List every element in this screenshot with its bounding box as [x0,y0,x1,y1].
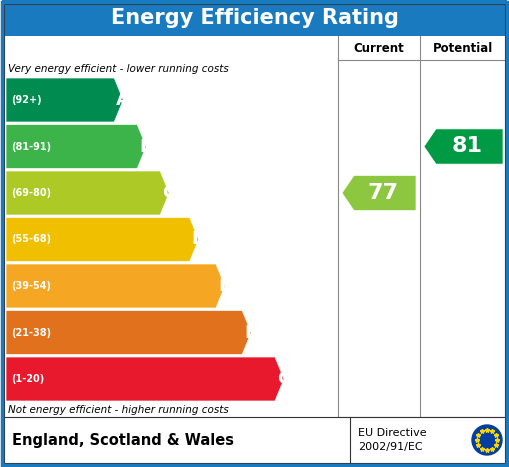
Text: Energy Efficiency Rating: Energy Efficiency Rating [110,8,399,28]
Text: F: F [244,324,257,341]
Text: C: C [162,184,176,202]
Polygon shape [6,171,169,215]
Text: Current: Current [354,42,404,55]
Text: Very energy efficient - lower running costs: Very energy efficient - lower running co… [8,64,229,74]
Text: (92+): (92+) [11,95,42,105]
Text: (1-20): (1-20) [11,374,44,384]
Text: 77: 77 [367,183,399,203]
Polygon shape [6,311,251,354]
Text: (39-54): (39-54) [11,281,51,291]
Polygon shape [6,264,225,308]
Polygon shape [6,125,146,169]
Text: B: B [139,137,153,156]
Text: Not energy efficient - higher running costs: Not energy efficient - higher running co… [8,405,229,415]
Text: (55-68): (55-68) [11,234,51,245]
Polygon shape [6,218,199,262]
Text: England, Scotland & Wales: England, Scotland & Wales [12,432,234,447]
Bar [4,417,505,463]
Polygon shape [342,176,416,211]
Text: 81: 81 [452,136,483,156]
Text: Potential: Potential [433,42,494,55]
Text: EU Directive
2002/91/EC: EU Directive 2002/91/EC [358,428,427,452]
Bar [2,0,507,36]
Text: E: E [218,277,230,295]
Polygon shape [6,78,123,122]
Polygon shape [424,129,503,164]
Polygon shape [6,357,284,401]
Text: G: G [277,370,292,388]
Text: A: A [116,91,130,109]
Text: D: D [192,231,207,248]
Text: (81-91): (81-91) [11,142,51,151]
Text: (21-38): (21-38) [11,327,51,338]
Text: (69-80): (69-80) [11,188,51,198]
Circle shape [472,425,502,455]
